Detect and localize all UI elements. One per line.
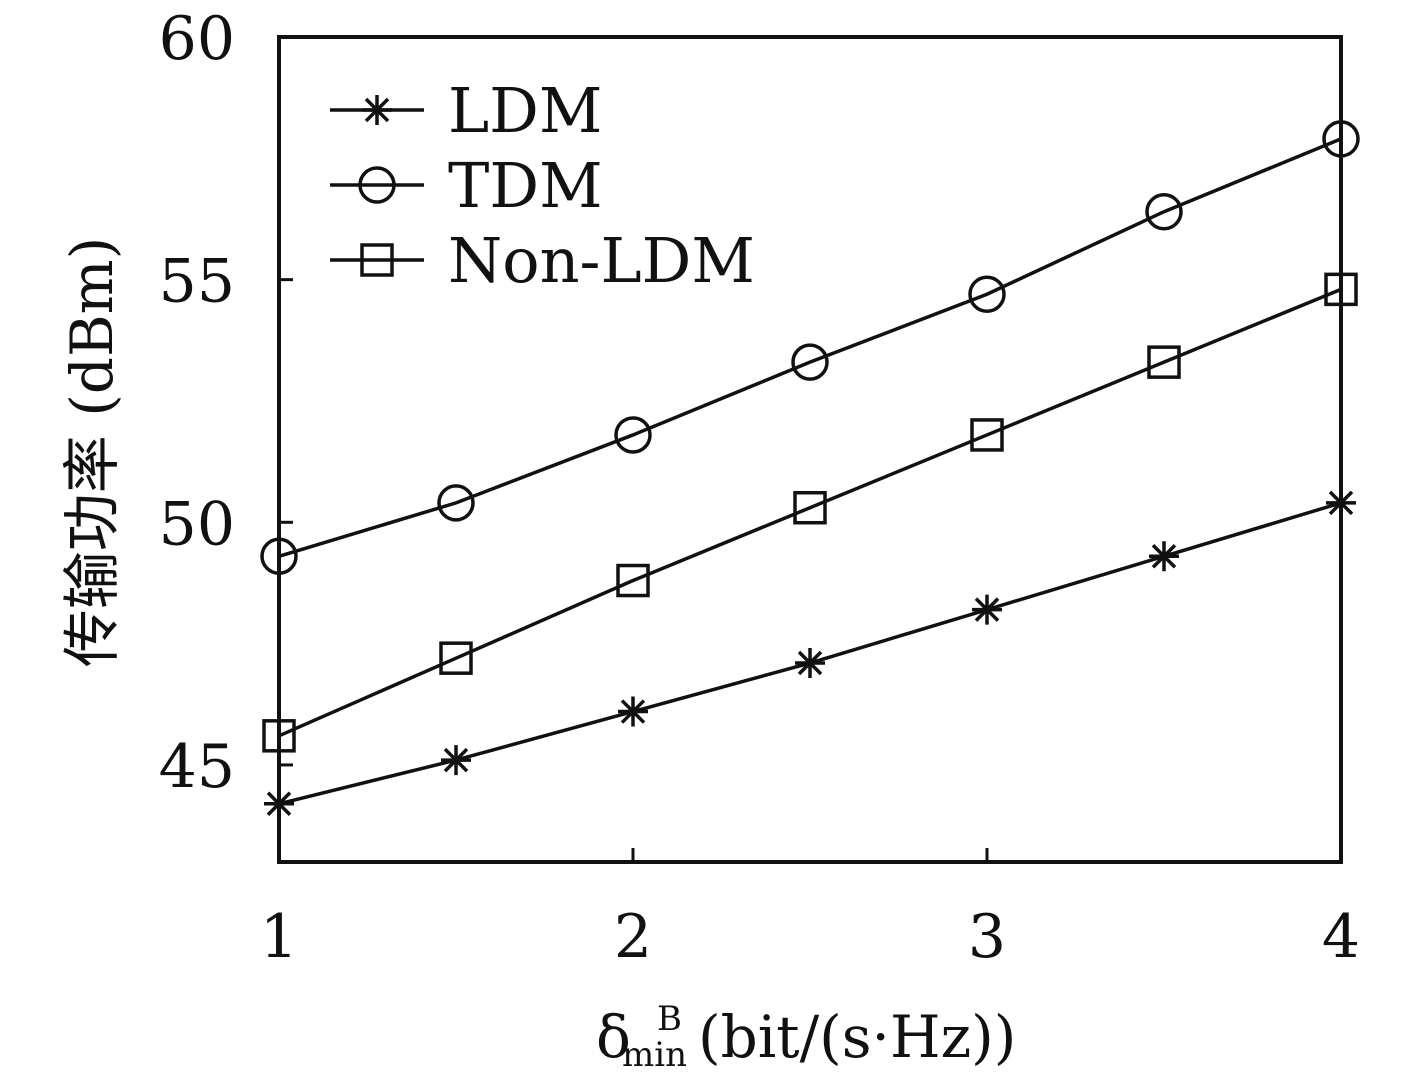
- data-point-circle: [791, 343, 829, 381]
- data-point-asterisk: [618, 696, 648, 727]
- x-tick-label: 4: [1322, 902, 1360, 972]
- data-point-asterisk: [795, 648, 825, 679]
- data-point-square: [439, 641, 473, 675]
- y-tick-label: 60: [159, 4, 235, 74]
- legend-label: LDM: [448, 74, 602, 147]
- data-point-circle: [614, 416, 652, 454]
- data-point-square: [970, 418, 1004, 452]
- legend-marker-circle: [358, 166, 396, 204]
- x-axis-symbol: δ: [596, 1003, 631, 1071]
- data-point-asterisk: [972, 594, 1002, 625]
- legend-label: Non-LDM: [448, 224, 755, 297]
- x-axis-subscript: min: [622, 1035, 687, 1075]
- x-tick-label: 1: [260, 902, 298, 972]
- legend-label: TDM: [448, 149, 603, 222]
- data-point-circle: [1145, 192, 1183, 231]
- data-point-asterisk: [441, 745, 471, 776]
- data-point-square: [793, 490, 827, 525]
- series-line-circle: [278, 137, 1342, 558]
- y-tick-label: 45: [159, 732, 235, 802]
- x-axis-unit: (bit/(s·Hz)): [698, 1003, 1016, 1071]
- x-tick-label: 2: [614, 902, 652, 972]
- y-tick-label: 50: [159, 489, 235, 559]
- data-point-circle: [968, 275, 1006, 313]
- series-line-square: [278, 287, 1342, 738]
- legend-marker-asterisk: [362, 95, 392, 125]
- data-point-square: [1147, 345, 1181, 379]
- x-tick-label: 3: [968, 902, 1006, 972]
- y-tick-label: 55: [159, 247, 235, 317]
- legend-marker-square: [360, 243, 394, 277]
- series-layer: [260, 120, 1360, 819]
- x-axis-label: δ min B (bit/(s·Hz)): [596, 999, 1016, 1075]
- tick-layer: 1 2 3 4 45 50 55 60: [159, 4, 1360, 972]
- y-axis-label: 传输功率 (dBm): [58, 237, 126, 667]
- data-point-square: [616, 563, 650, 598]
- plot-frame: [277, 35, 1343, 864]
- data-point-asterisk: [1149, 541, 1179, 572]
- x-axis-superscript: B: [657, 999, 682, 1039]
- data-point-circle: [437, 484, 475, 522]
